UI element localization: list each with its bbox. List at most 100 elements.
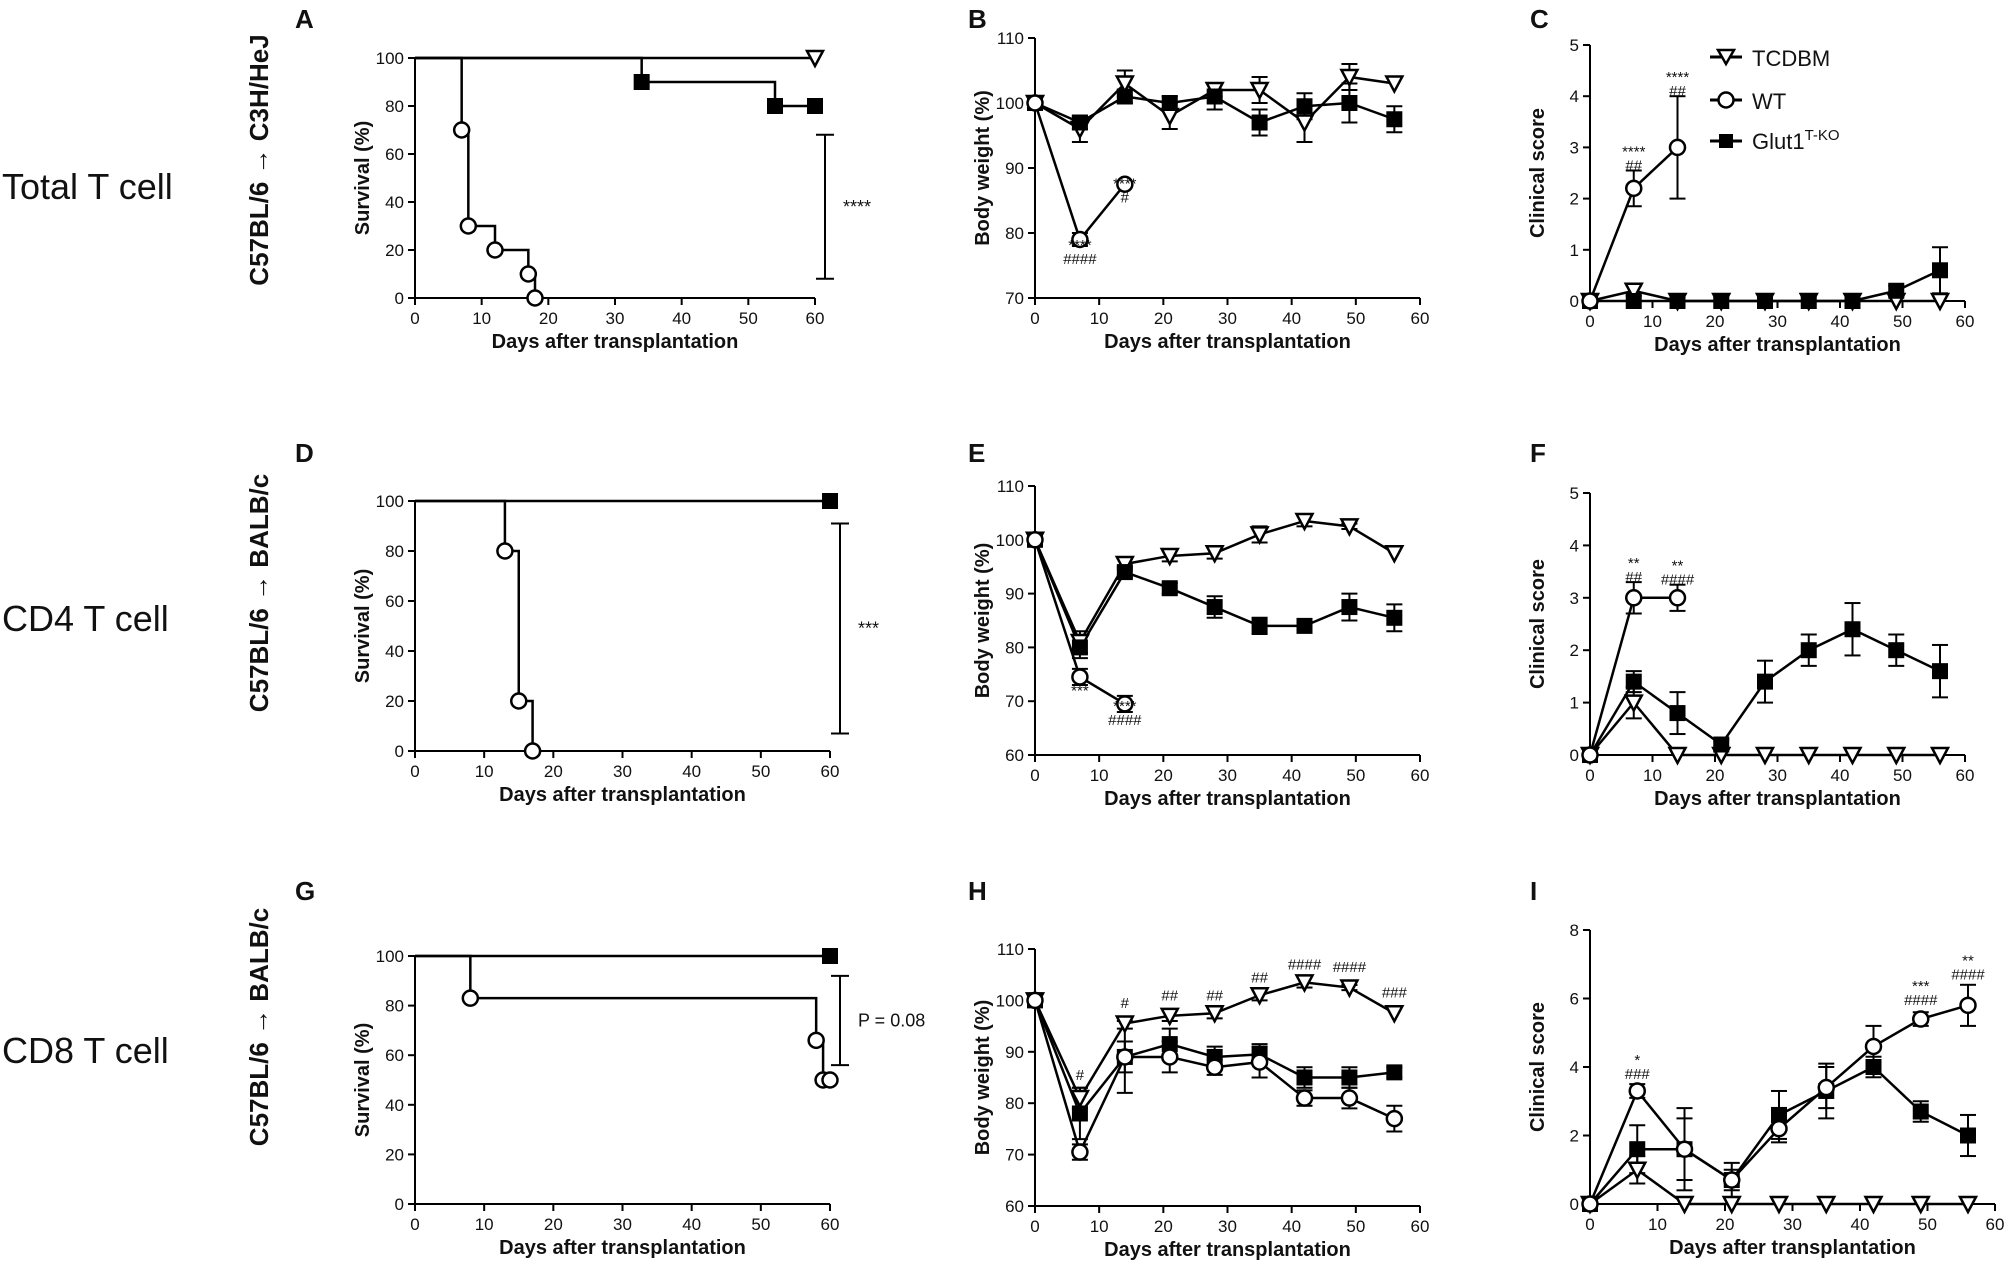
marker-wt [1340,1089,1359,1107]
annotation-text: ## [1625,569,1642,586]
y-tick-label: 60 [385,145,404,164]
marker-tcdbm [1069,1089,1090,1109]
marker-wt [1071,668,1089,686]
y-tick-label: 110 [997,29,1024,48]
annotation-text: ** [1962,953,1974,970]
marker-wt [1581,1195,1599,1213]
x-tick-label: 10 [475,1215,494,1234]
x-tick-label: 30 [1768,766,1787,785]
x-tick-label: 0 [1585,1215,1594,1234]
x-tick-label: 50 [1346,309,1365,328]
x-tick-label: 20 [1706,766,1725,785]
marker-wt [1026,991,1044,1010]
marker-glut1t-ko [1844,293,1861,309]
significance-bracket: P = 0.08 [831,974,925,1067]
marker-glut1t-ko [1713,293,1730,309]
significance-annotation: **#### [1951,953,1985,984]
significance-annotation: # [1076,1067,1085,1084]
x-tick-label: 60 [821,762,840,781]
y-tick-label: 100 [996,531,1024,550]
marker-tcdbm [1384,75,1405,95]
y-tick-label: 110 [997,477,1024,496]
marker-glut1t-ko [1251,617,1268,634]
significance-annotation: **## [1625,555,1642,586]
marker-glut1t-ko [1386,1064,1403,1081]
panel-letter-e: E [968,438,985,468]
annotation-text: ### [1382,985,1408,1002]
x-tick-label: 40 [1851,1215,1870,1234]
x-tick-label: 20 [544,1215,563,1234]
x-tick-label: 0 [1585,312,1594,331]
y-tick-label: 3 [1570,138,1579,157]
x-tick-label: 40 [672,309,691,328]
marker-glut1t-ko [1888,282,1905,299]
marker-tcdbm [1667,746,1688,766]
panel-e: E 60 70 80 90 100 110 0 10 20 30 40 50 60 Days after t… [968,438,1429,810]
y-tick-label: 1 [1570,241,1579,260]
row-label-cd8-t-cell: CD8 T cell [2,1030,169,1071]
x-tick-label: 40 [1831,312,1850,331]
y-tick-label: 100 [996,94,1024,113]
annotation-text: # [1121,189,1130,206]
x-axis-label: Days after transplantation [1654,334,1901,356]
annotation-text: # [1076,1067,1085,1084]
x-tick-label: 40 [1831,766,1850,785]
annotation-text: #### [1904,992,1938,1009]
marker-glut1t-ko [1757,673,1773,690]
x-tick-label: 30 [1218,1217,1237,1236]
marker-glut1t-ko [1341,599,1358,616]
x-tick-label: 50 [751,762,770,781]
marker-wt [1912,1010,1930,1028]
marker-wt [821,1071,839,1089]
x-tick-label: 30 [606,309,625,328]
marker-wt [519,265,538,283]
x-tick-label: 20 [544,762,563,781]
marker-tcdbm [1249,987,1270,1006]
x-tick-label: 10 [1090,309,1109,328]
y-axis-label: Survival (%) [352,569,374,683]
y-axis-label: Clinical score [1527,559,1549,689]
y-tick-label: 80 [1005,638,1024,657]
y-tick-label: 0 [395,1195,404,1214]
y-tick-label: 20 [385,241,404,260]
marker-tcdbm [1627,1161,1648,1181]
marker-tcdbm [1204,545,1225,564]
y-tick-label: 0 [395,289,404,308]
y-tick-label: 90 [1005,159,1024,178]
marker-glut1t-ko [1757,293,1773,309]
marker-wt [1071,230,1089,249]
legend-wt-marker [1717,91,1735,109]
x-tick-label: 40 [682,762,701,781]
x-axis-label: Days after transplantation [1654,788,1901,810]
y-axis-label: Body weight (%) [972,90,994,246]
marker-glut1t-ko [1341,95,1358,111]
significance-annotation: #### [1333,959,1367,976]
marker-wt [807,1031,825,1050]
significance-label: **** [843,197,871,217]
marker-tcdbm [1910,1195,1931,1215]
x-tick-label: 0 [410,1215,419,1234]
annotation-text: #### [1108,712,1142,729]
x-tick-label: 60 [1411,766,1430,785]
marker-glut1t-ko [822,493,838,509]
marker-wt [459,217,478,235]
x-tick-label: 30 [613,762,632,781]
y-tick-label: 80 [1005,1094,1024,1113]
significance-annotation: ****## [1622,143,1646,174]
panel-letter-c: C [1530,4,1549,34]
x-tick-label: 30 [613,1215,632,1234]
x-tick-label: 60 [1411,309,1430,328]
y-tick-label: 0 [1570,292,1579,311]
marker-wt [523,742,542,760]
marker-tcdbm [1204,1005,1225,1024]
marker-glut1t-ko [1071,1105,1088,1122]
y-tick-label: 80 [385,542,404,561]
marker-tcdbm [1114,1015,1135,1035]
x-tick-label: 20 [1154,309,1173,328]
y-axis-label: Survival (%) [352,121,374,235]
y-tick-label: 20 [385,692,404,711]
marker-wt [496,542,514,560]
x-tick-label: 0 [410,309,419,328]
marker-wt [1959,996,1977,1015]
